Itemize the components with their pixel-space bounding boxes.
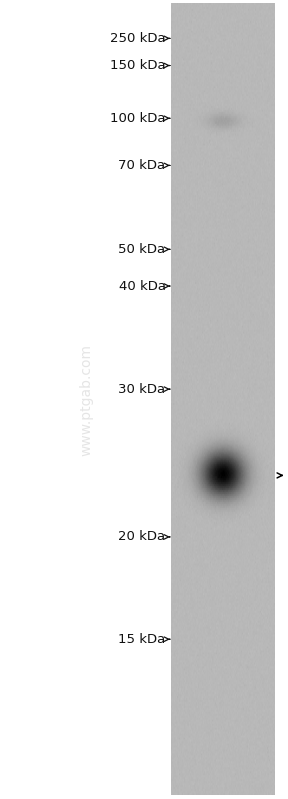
Text: 20 kDa: 20 kDa xyxy=(118,531,166,543)
Text: 40 kDa: 40 kDa xyxy=(119,280,166,292)
Text: 15 kDa: 15 kDa xyxy=(118,633,166,646)
Text: 250 kDa: 250 kDa xyxy=(110,32,166,45)
Text: 100 kDa: 100 kDa xyxy=(110,112,166,125)
Text: 150 kDa: 150 kDa xyxy=(110,59,166,72)
Text: 70 kDa: 70 kDa xyxy=(118,159,166,172)
Text: 50 kDa: 50 kDa xyxy=(118,243,166,256)
Text: www.ptgab.com: www.ptgab.com xyxy=(79,344,93,455)
Text: 30 kDa: 30 kDa xyxy=(118,383,166,396)
